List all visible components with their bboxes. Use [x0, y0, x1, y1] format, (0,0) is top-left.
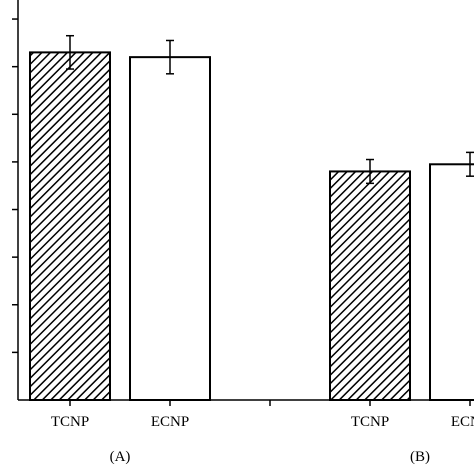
group-label: (A) — [110, 449, 131, 465]
x-tick-label: TCNP — [351, 414, 389, 430]
x-tick-label: ECNP — [451, 414, 474, 430]
bar-tcnp-b — [329, 170, 411, 401]
bar-ecnp-a — [129, 56, 211, 402]
x-tick-label: ECNP — [151, 414, 189, 430]
bar-ecnp-b — [429, 163, 474, 401]
x-tick-label: TCNP — [51, 414, 89, 430]
group-label: (B) — [410, 449, 430, 465]
bar-tcnp-a — [29, 51, 111, 401]
